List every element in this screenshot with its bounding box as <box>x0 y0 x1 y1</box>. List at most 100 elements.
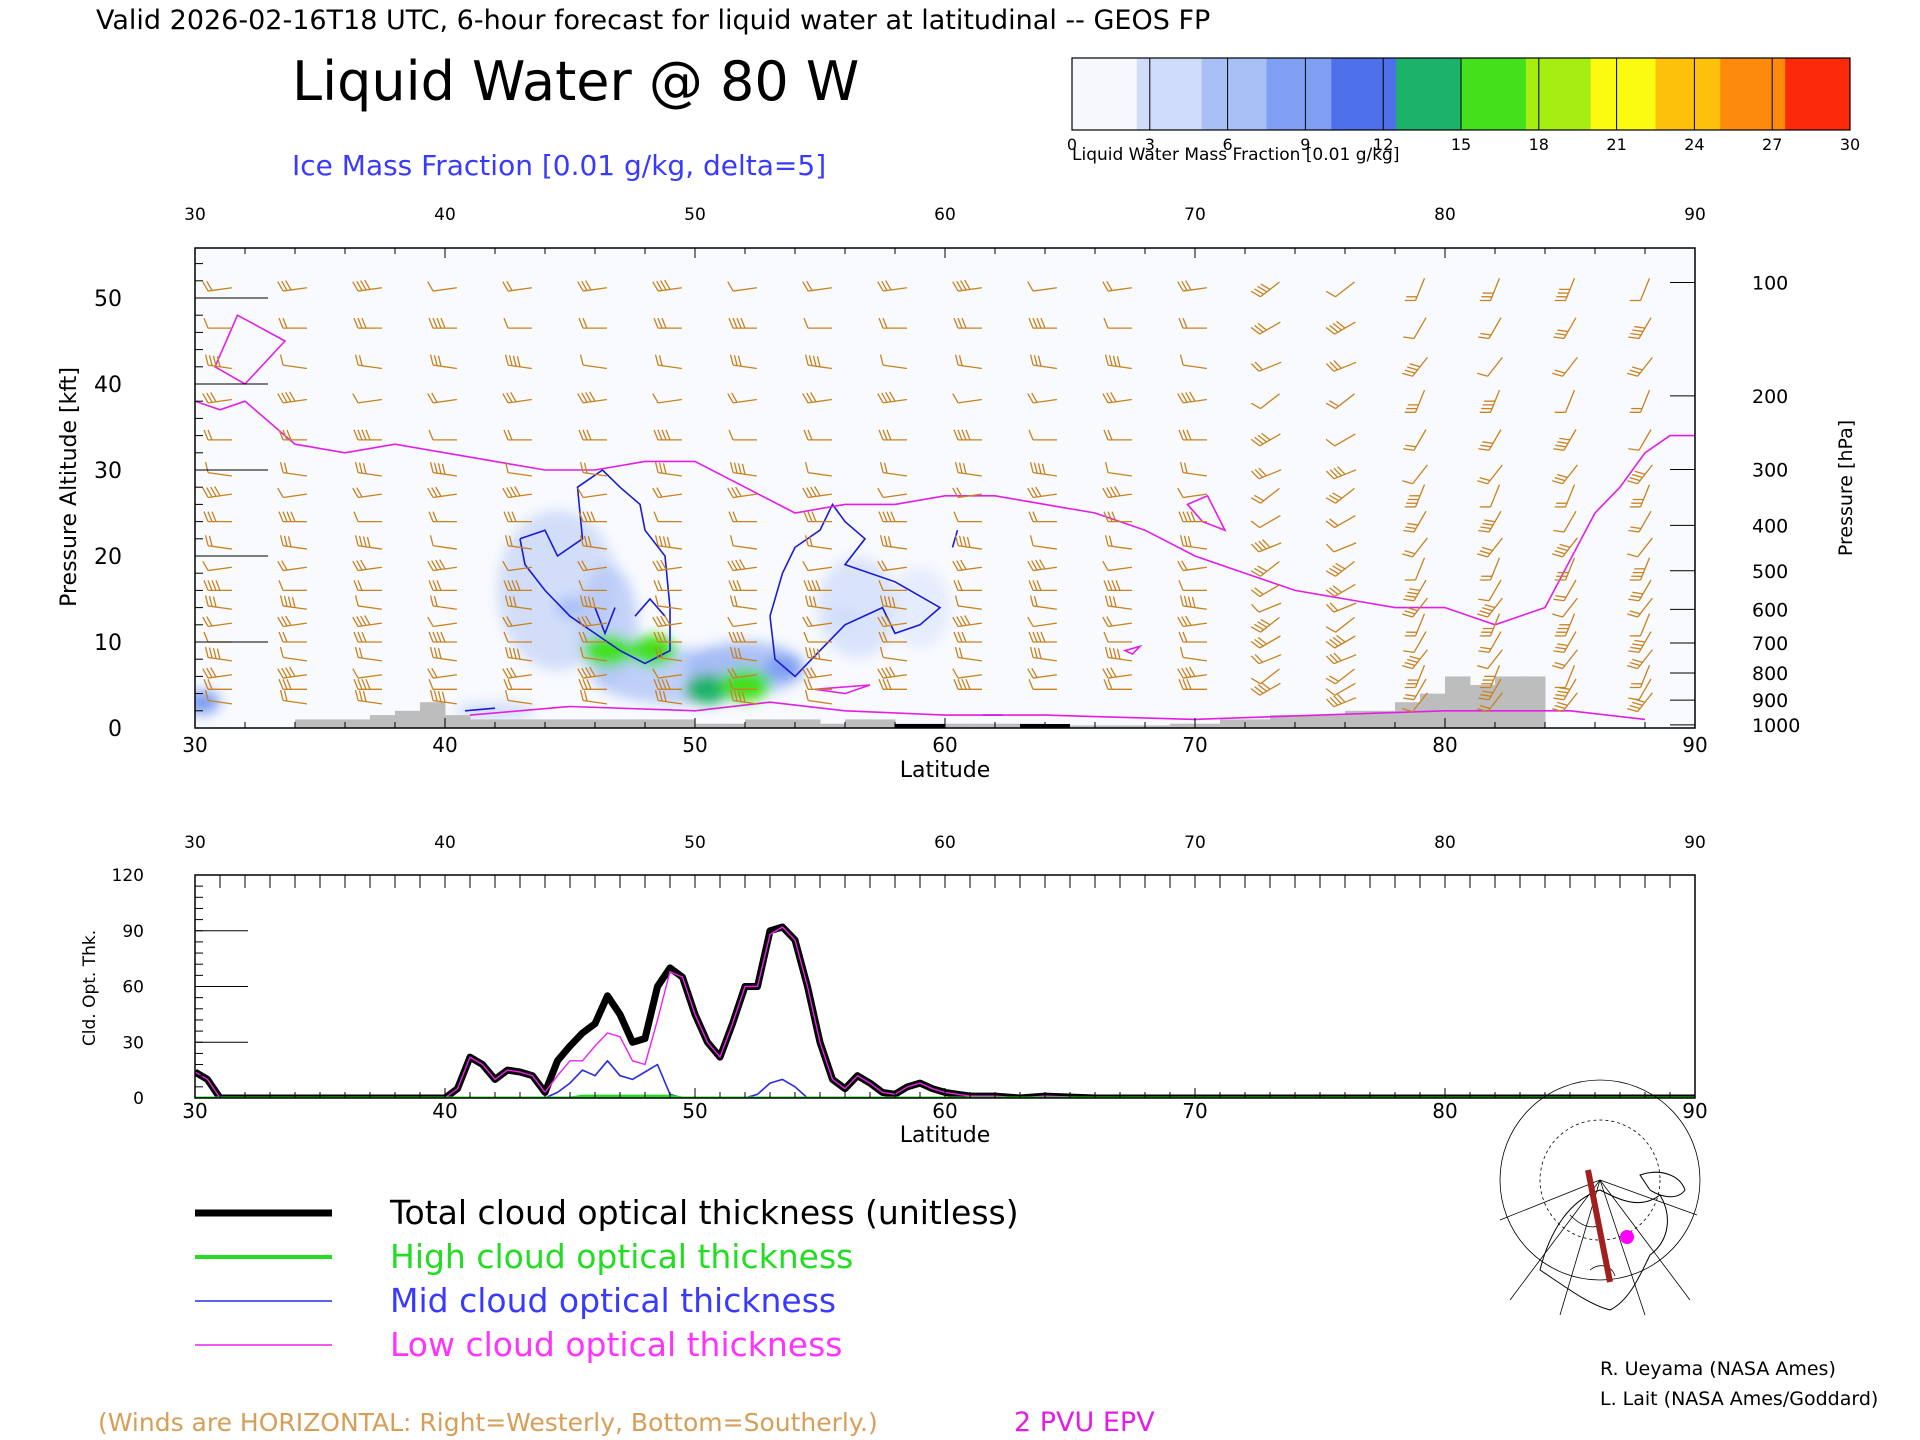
terrain-column <box>1120 725 1146 728</box>
wind-barb-feather <box>582 631 588 643</box>
wind-barb-feather <box>1325 677 1336 685</box>
wind-barb-feather <box>1405 444 1417 448</box>
terrain-column <box>620 719 646 728</box>
wind-barb-feather <box>357 580 363 591</box>
wind-barb-feather <box>736 631 742 643</box>
wind-barb-feather <box>953 679 959 690</box>
wind-barb-feather <box>578 429 584 441</box>
wind-barb-feather <box>1629 610 1641 615</box>
wind-barb-feather <box>586 511 592 522</box>
wind-barb-feather <box>889 391 896 402</box>
wind-barb-feather <box>1478 448 1490 451</box>
wind-barb <box>1179 535 1207 550</box>
wind-barb <box>1104 462 1132 477</box>
wind-barb-feather <box>729 646 734 658</box>
wind-barb-shaft <box>1183 622 1207 628</box>
wind-barb-feather <box>1190 511 1196 522</box>
wind-barb-shaft <box>583 471 607 477</box>
wind-barb-feather <box>665 429 671 441</box>
top-y-right-tick-label: 200 <box>1752 386 1788 408</box>
wind-barb <box>503 511 532 523</box>
wind-barb-feather <box>211 580 217 591</box>
wind-barb-feather <box>804 595 809 607</box>
wind-barb-feather <box>879 535 884 546</box>
winds-note: (Winds are HORIZONTAL: Right=Westerly, B… <box>98 1408 878 1437</box>
wind-barb-feather <box>503 679 509 690</box>
wind-barb-feather <box>583 535 588 547</box>
wind-barb-shaft <box>1563 510 1577 533</box>
wind-barb <box>354 595 382 610</box>
section-line <box>1585 1169 1613 1283</box>
wind-barb <box>1028 631 1057 643</box>
wind-barb-feather <box>352 560 359 571</box>
wind-barb-feather <box>1254 587 1264 595</box>
wind-barb-feather <box>1104 646 1109 658</box>
wind-barb-feather <box>1479 686 1491 689</box>
valid-time-line: Valid 2026-02-16T18 UTC, 6-hour forecast… <box>96 5 1210 36</box>
wind-barb-shaft <box>658 471 682 477</box>
wind-barb-feather <box>806 616 813 627</box>
wind-barb <box>427 392 457 404</box>
wind-barb-feather <box>1257 285 1268 293</box>
wind-barb-feather <box>285 615 292 626</box>
wind-barb <box>1627 597 1653 618</box>
wind-barb-feather <box>653 429 659 441</box>
wind-barb-feather <box>1106 280 1113 291</box>
wind-barb-feather <box>1032 317 1038 329</box>
wind-barb-feather <box>1102 281 1109 292</box>
wind-barb-feather <box>727 393 734 404</box>
wind-barb <box>1554 557 1576 581</box>
top-x-tick-label: 60 <box>932 733 957 757</box>
wind-barb <box>1028 429 1057 441</box>
wind-barb-feather <box>962 463 967 474</box>
wind-barb-feather <box>1104 354 1109 366</box>
wind-barb <box>804 646 832 662</box>
wind-barb-feather <box>352 668 359 679</box>
wind-barb-feather <box>964 615 971 626</box>
wind-barb-feather <box>1039 559 1046 570</box>
wind-barb-feather <box>286 679 292 690</box>
wind-barb-feather <box>1257 621 1268 628</box>
wind-barb-feather <box>1479 506 1491 508</box>
wind-barb <box>653 580 682 592</box>
wind-barb-feather <box>1183 462 1188 474</box>
wind-barb-feather <box>737 691 742 702</box>
wind-barb-feather <box>732 580 738 591</box>
wind-barb <box>727 486 757 499</box>
wind-barb-feather <box>206 280 213 291</box>
wind-barb-shaft <box>808 566 832 572</box>
wind-barb-feather <box>202 616 209 627</box>
wind-barb-feather <box>216 356 221 367</box>
wind-barb-feather <box>1179 354 1184 366</box>
wind-barb-feather <box>652 616 659 627</box>
wind-barb-feather <box>1477 613 1488 618</box>
wind-barb <box>503 679 532 690</box>
wind-barb-feather <box>1481 631 1493 633</box>
wind-barb <box>202 667 232 679</box>
wind-barb-feather <box>1260 283 1271 290</box>
wind-barb <box>727 667 757 679</box>
wind-barb-feather <box>1630 526 1642 530</box>
wind-barb-feather <box>208 647 213 659</box>
wind-barb-feather <box>583 595 588 607</box>
wind-barb-feather <box>436 631 442 643</box>
wind-barb-feather <box>278 511 284 522</box>
terrain-column <box>995 723 1021 728</box>
wind-barb-feather <box>727 487 734 498</box>
wind-barb-feather <box>1552 708 1563 713</box>
wind-barb-shaft <box>358 674 382 679</box>
top-ylabel-left: Pressure Altitude [kft] <box>57 367 82 607</box>
terrain-column <box>1195 723 1221 728</box>
terrain-column <box>870 719 896 728</box>
wind-barb-feather <box>357 429 363 441</box>
wind-barb-feather <box>1632 643 1644 647</box>
wind-barb-feather <box>1179 646 1184 658</box>
wind-barb-shaft <box>1033 287 1057 292</box>
wind-barb-feather <box>816 356 821 367</box>
wind-barb-feather <box>1032 631 1038 643</box>
bottom-x-tick-label: 30 <box>182 1099 207 1123</box>
wind-barb-feather <box>1250 543 1260 553</box>
wind-barb-feather <box>1108 647 1113 659</box>
location-map-inset <box>1497 1079 1701 1317</box>
colorbar-cell <box>1655 58 1721 130</box>
